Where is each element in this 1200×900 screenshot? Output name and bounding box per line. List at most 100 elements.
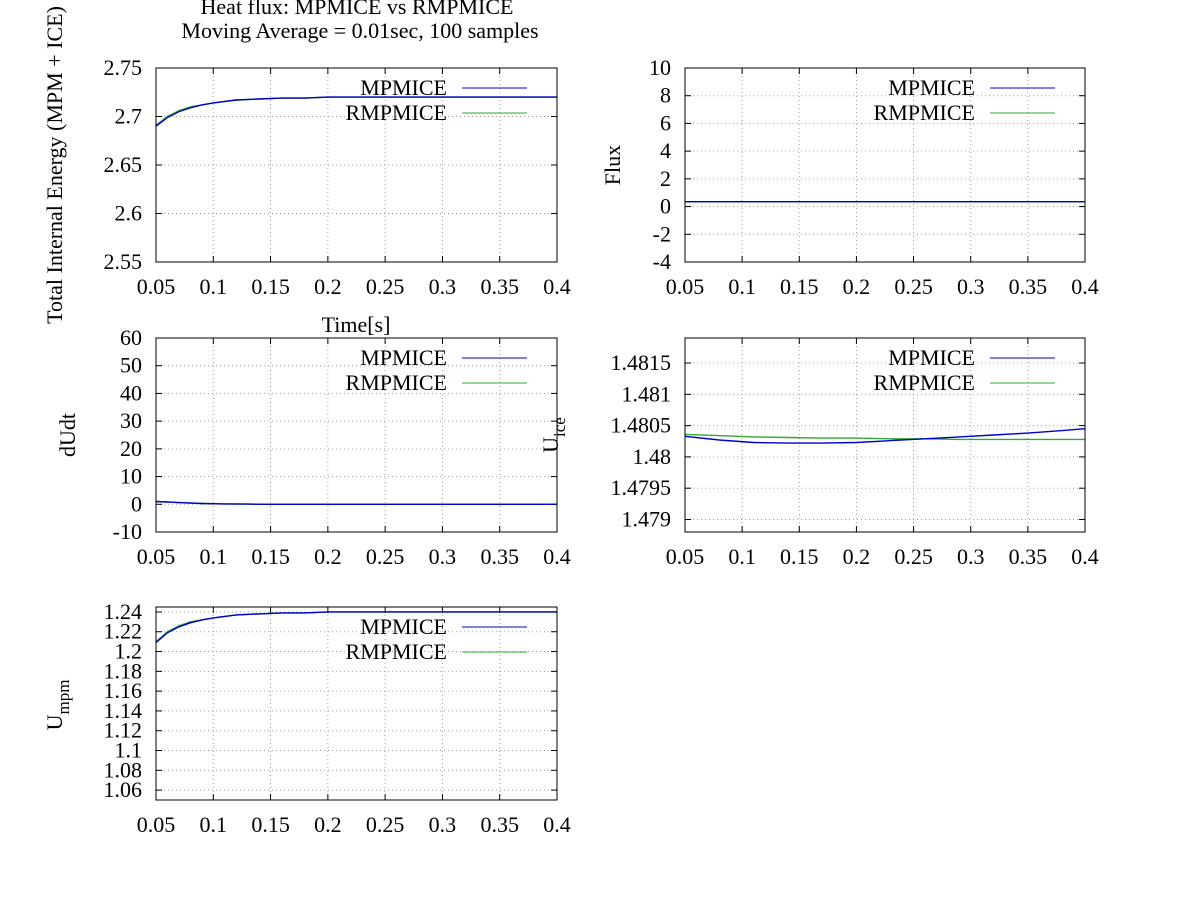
x-tick-label: 0.3 — [429, 274, 457, 299]
x-tick-label: 0.25 — [366, 274, 405, 299]
y-tick-label: 10 — [649, 55, 671, 80]
x-tick-label: 0.35 — [1009, 274, 1048, 299]
plot-frame — [155, 337, 558, 533]
x-tick-label: 0.25 — [894, 544, 933, 569]
y-tick-label: 1.1 — [115, 738, 143, 763]
plot-flux: 0.05 0.1 0.15 0.2 0.25 0.3 0.35 0.4 -4 -20 2 4 68 10 M… — [600, 55, 1099, 299]
plot-frame — [684, 337, 1086, 533]
y-tick-label: 30 — [120, 408, 142, 433]
x-tick-label: 0.4 — [543, 544, 571, 569]
x-tick-label: 0.25 — [366, 544, 405, 569]
x-tick-label: 0.05 — [666, 274, 705, 299]
x-tick-label: 0.2 — [843, 274, 871, 299]
legend-label-rmpmice: RMPMICE — [874, 370, 975, 395]
plot-u-ice: 0.05 0.1 0.15 0.2 0.25 0.3 0.35 0.4 1.479 1.4795 1… — [538, 337, 1099, 569]
x-tick-label: 0.35 — [480, 812, 519, 837]
figure-title-line1: Heat flux: MPMICE vs RMPMICE — [201, 0, 514, 19]
x-tick-label: 0.15 — [251, 544, 290, 569]
y-tick-label: 1.4805 — [611, 413, 672, 438]
x-tick-label: 0.05 — [666, 544, 705, 569]
x-tick-label: 0.15 — [780, 274, 819, 299]
legend-label-mpmice: MPMICE — [360, 345, 447, 370]
x-axis-title: Time[s] — [322, 312, 391, 337]
plot-frame — [684, 67, 1086, 263]
y-tick-label: 1.18 — [104, 658, 143, 683]
series-line-mpmice — [684, 428, 1086, 444]
x-tick-label: 0.05 — [137, 544, 176, 569]
series-line-mpmice — [155, 500, 557, 505]
y-tick-label: 1.24 — [104, 599, 143, 624]
x-tick-label: 0.35 — [1009, 544, 1048, 569]
x-tick-label: 0.35 — [480, 544, 519, 569]
x-tick-label: 0.4 — [1071, 544, 1099, 569]
y-tick-label: -2 — [653, 221, 671, 246]
y-tick-label: 4 — [660, 138, 671, 163]
legend-label-rmpmice: RMPMICE — [874, 100, 975, 125]
plot-frame — [155, 67, 558, 263]
legend-label-rmpmice: RMPMICE — [346, 639, 447, 664]
y-axis-title: Flux — [600, 145, 625, 185]
x-tick-label: 0.3 — [429, 544, 457, 569]
y-tick-label: 2.55 — [104, 249, 143, 274]
y-tick-label: 0 — [131, 491, 142, 516]
legend-label-mpmice: MPMICE — [360, 614, 447, 639]
x-tick-label: 0.15 — [780, 544, 819, 569]
x-tick-label: 0.15 — [251, 274, 290, 299]
y-tick-label: 1.479 — [622, 506, 672, 531]
x-tick-label: 0.1 — [728, 274, 756, 299]
y-axis-title: dUdt — [55, 413, 80, 457]
x-tick-label: 0.05 — [137, 274, 176, 299]
y-tick-label: 1.16 — [104, 678, 143, 703]
x-tick-label: 0.2 — [843, 544, 871, 569]
x-tick-label: 0.3 — [957, 544, 985, 569]
y-tick-label: -10 — [113, 519, 142, 544]
y-tick-label: 2.65 — [104, 152, 143, 177]
x-tick-label: 0.2 — [314, 274, 342, 299]
series-line-mpmice — [155, 96, 557, 127]
y-tick-label: 0 — [660, 194, 671, 219]
x-tick-label: 0.25 — [894, 274, 933, 299]
x-tick-label: 0.15 — [251, 812, 290, 837]
x-tick-label: 0.3 — [429, 812, 457, 837]
y-tick-label: 1.12 — [104, 718, 143, 743]
x-tick-label: 0.4 — [543, 274, 571, 299]
x-tick-label: 0.25 — [366, 812, 405, 837]
y-axis-title: Total Internal Energy (MPM + ICE) — [42, 6, 67, 324]
y-tick-label: 50 — [120, 353, 142, 378]
x-tick-label: 0.05 — [137, 812, 176, 837]
y-axis-title: Uice — [538, 417, 569, 453]
plot-dudt: 0.05 0.1 0.15 0.2 0.25 0.3 0.35 0.4 -10 010 20 30 40… — [55, 325, 571, 569]
x-tick-label: 0.2 — [314, 544, 342, 569]
y-tick-label: 1.06 — [104, 777, 143, 802]
y-tick-label: 1.2 — [115, 639, 143, 664]
x-tick-label: 0.1 — [200, 812, 228, 837]
y-tick-label: 1.14 — [104, 698, 143, 723]
legend-label-rmpmice: RMPMICE — [346, 100, 447, 125]
x-tick-label: 0.4 — [1071, 274, 1099, 299]
x-tick-label: 0.1 — [200, 274, 228, 299]
y-tick-label: 2.7 — [115, 104, 143, 129]
x-tick-label: 0.1 — [728, 544, 756, 569]
x-tick-label: 0.35 — [480, 274, 519, 299]
y-tick-label: 1.481 — [622, 381, 672, 406]
y-tick-label: 2 — [660, 166, 671, 191]
y-tick-label: 1.08 — [104, 757, 143, 782]
legend-label-mpmice: MPMICE — [360, 75, 447, 100]
legend-label-rmpmice: RMPMICE — [346, 370, 447, 395]
x-tick-label: 0.2 — [314, 812, 342, 837]
y-tick-label: 2.6 — [115, 201, 143, 226]
y-tick-label: 40 — [120, 380, 142, 405]
y-tick-label: 1.22 — [104, 619, 143, 644]
y-tick-label: 6 — [660, 110, 671, 135]
figure-title-line2: Moving Average = 0.01sec, 100 samples — [181, 18, 538, 43]
x-tick-label: 0.1 — [200, 544, 228, 569]
plot-u-mpm: 0.05 0.1 0.15 0.2 0.25 0.3 0.35 0.41.061.081.11… — [42, 599, 571, 837]
legend-label-mpmice: MPMICE — [888, 345, 975, 370]
series-line-mpmice — [155, 611, 557, 644]
y-axis-title: Umpm — [42, 680, 73, 731]
y-tick-label: 1.4795 — [611, 475, 672, 500]
y-tick-label: -4 — [653, 249, 671, 274]
legend-label-mpmice: MPMICE — [888, 75, 975, 100]
x-tick-label: 0.4 — [543, 812, 571, 837]
